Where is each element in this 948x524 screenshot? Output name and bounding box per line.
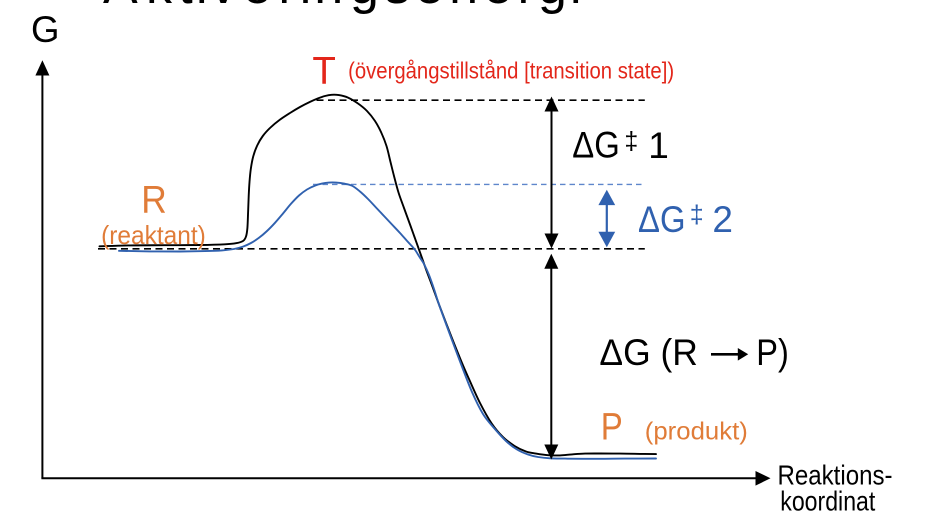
svg-text:(produkt): (produkt) [645,418,748,446]
svg-text:1: 1 [648,125,669,166]
svg-text:R: R [141,179,167,222]
svg-text:Reaktions-: Reaktions- [778,460,893,491]
svg-text:P): P) [756,332,789,373]
svg-text:‡: ‡ [690,200,704,228]
svg-text:G: G [31,9,59,50]
svg-text:2: 2 [712,199,733,240]
svg-text:‡: ‡ [624,127,638,155]
svg-text:Aktiveringsenergi: Aktiveringsenergi [103,0,582,15]
svg-text:ΔG (R: ΔG (R [599,332,698,373]
svg-text:T: T [312,50,336,93]
svg-text:koordinat: koordinat [780,486,875,517]
svg-text:(reaktant): (reaktant) [101,220,206,250]
svg-text:ΔG: ΔG [638,198,686,240]
svg-text:P: P [601,405,623,448]
svg-text:(övergångstillstånd [transitio: (övergångstillstånd [transition state]) [348,58,674,84]
svg-text:ΔG: ΔG [572,124,620,166]
